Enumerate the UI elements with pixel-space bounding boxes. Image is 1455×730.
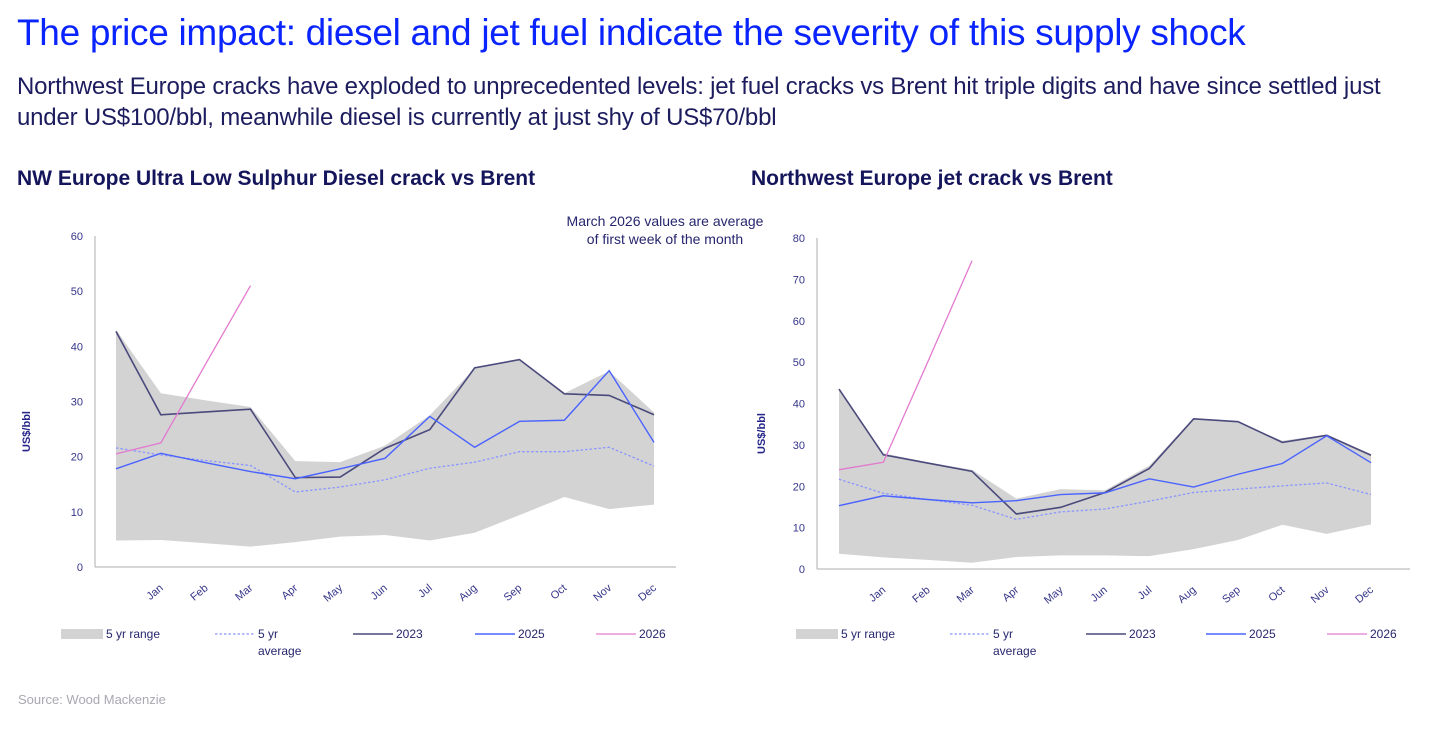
legend-label: 5 yr xyxy=(993,627,1013,641)
y-tick-label: 10 xyxy=(71,507,83,519)
legend-label: 2026 xyxy=(1370,627,1397,641)
page-title: The price impact: diesel and jet fuel in… xyxy=(17,12,1246,53)
y-tick-label: 60 xyxy=(793,316,805,328)
y-tick-label: 50 xyxy=(71,286,83,298)
y-tick-label: 30 xyxy=(793,440,805,452)
five-yr-range-band xyxy=(116,329,654,547)
x-tick-label: Aug xyxy=(457,582,480,604)
y-tick-label: 0 xyxy=(799,564,805,576)
x-tick-label: May xyxy=(1042,584,1066,607)
jet-chart-title: Northwest Europe jet crack vs Brent xyxy=(751,167,1113,190)
y-tick-label: 20 xyxy=(793,481,805,493)
x-tick-label: Oct xyxy=(1266,584,1287,604)
source-note: Source: Wood Mackenzie xyxy=(18,692,166,707)
x-tick-label: Jul xyxy=(1136,584,1154,602)
x-tick-label: Oct xyxy=(548,582,569,602)
series-line-2023 xyxy=(115,331,655,479)
legend-label: average xyxy=(258,644,302,658)
y-tick-label: 40 xyxy=(71,341,83,353)
legend-swatch-5-yr-range xyxy=(796,629,838,639)
x-tick-label: Mar xyxy=(955,584,977,606)
chart-legend: 5 yr range 5 yr average 2023 2025 2026 xyxy=(61,627,666,658)
legend-label: 2025 xyxy=(518,627,545,641)
legend-swatch-5-yr-range xyxy=(61,629,103,639)
legend-label: 5 yr xyxy=(258,627,278,641)
legend-label: 5 yr range xyxy=(106,627,160,641)
series-line-2026 xyxy=(838,260,973,471)
x-tick-label: May xyxy=(321,582,345,605)
y-axis-label: US$/bbl xyxy=(21,411,33,452)
y-tick-label: 40 xyxy=(793,399,805,411)
x-tick-label: Feb xyxy=(910,584,932,605)
y-axis-label: US$/bbl xyxy=(756,413,768,454)
legend-label: average xyxy=(993,644,1037,658)
y-tick-label: 70 xyxy=(793,274,805,286)
y-tick-label: 30 xyxy=(71,397,83,409)
x-tick-label: Apr xyxy=(279,582,300,602)
y-tick-label: 80 xyxy=(793,233,805,245)
series-line-5-yr-average xyxy=(115,446,655,493)
series-line-2025 xyxy=(838,434,1372,507)
five-yr-range-band xyxy=(839,389,1371,563)
x-tick-label: Nov xyxy=(1309,584,1332,606)
x-tick-label: Dec xyxy=(636,582,659,604)
page-subtitle: Northwest Europe cracks have exploded to… xyxy=(17,73,1381,131)
legend-label: 5 yr range xyxy=(841,627,895,641)
x-tick-label: Jun xyxy=(1089,584,1110,605)
x-tick-label: Jan xyxy=(867,584,888,605)
legend-label: 2026 xyxy=(639,627,666,641)
x-tick-label: Dec xyxy=(1353,584,1376,606)
x-tick-label: Mar xyxy=(233,582,255,604)
series-line-2025 xyxy=(115,369,655,480)
legend-label: 2023 xyxy=(396,627,423,641)
y-tick-label: 50 xyxy=(793,357,805,369)
x-tick-label: Feb xyxy=(188,582,210,603)
diesel-chart-title: NW Europe Ultra Low Sulphur Diesel crack… xyxy=(17,167,536,190)
chart-annotation: March 2026 values are average of first w… xyxy=(566,213,764,247)
diesel-chart: 0 10 20 30 40 50 60 US$/bbl Jan Feb Mar Apr May Jun Ju… xyxy=(21,231,676,658)
legend-label: 2023 xyxy=(1129,627,1156,641)
x-tick-label: Aug xyxy=(1176,584,1199,606)
series-line-2026 xyxy=(115,285,252,455)
y-tick-label: 0 xyxy=(77,562,83,574)
y-tick-label: 10 xyxy=(793,523,805,535)
x-tick-label: Jun xyxy=(369,582,390,603)
y-tick-label: 60 xyxy=(71,231,83,243)
x-tick-label: Jul xyxy=(416,582,434,600)
jet-chart: 0 10 20 30 40 50 60 70 80 US$/bbl Jan Feb Mar Apr May J… xyxy=(756,233,1410,658)
x-tick-label: Sep xyxy=(502,582,525,604)
x-tick-label: Sep xyxy=(1220,584,1243,606)
x-tick-label: Apr xyxy=(1000,584,1021,604)
y-tick-label: 20 xyxy=(71,452,83,464)
legend-label: 2025 xyxy=(1249,627,1276,641)
x-tick-label: Jan xyxy=(144,582,165,603)
x-tick-label: Nov xyxy=(591,582,614,604)
chart-legend: 5 yr range 5 yr average 2023 2025 2026 xyxy=(796,627,1397,658)
